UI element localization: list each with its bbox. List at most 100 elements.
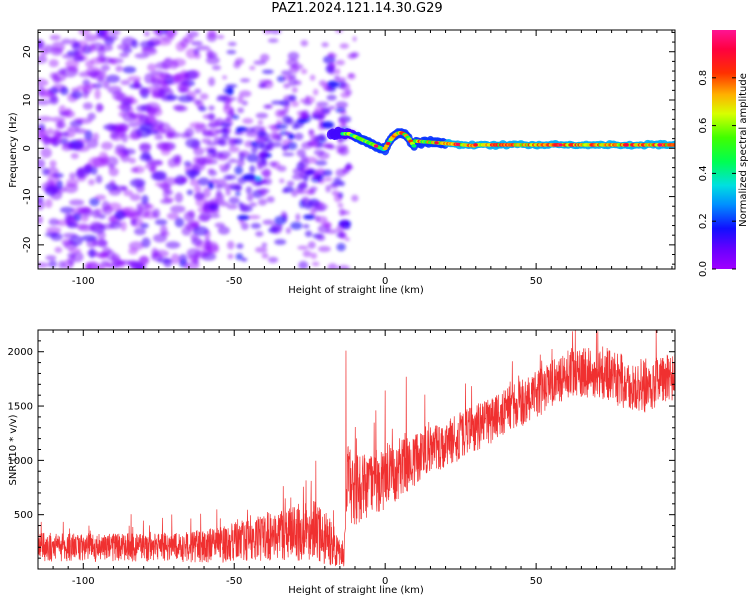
spectrogram-cell [106, 74, 120, 84]
spectrogram-cell [290, 221, 303, 230]
spectrogram-cell [337, 265, 350, 269]
spectrogram-cell [227, 240, 235, 250]
spectrogram-cell [250, 141, 257, 146]
spectrogram-cell [235, 127, 242, 134]
spectrogram-cell [230, 185, 242, 191]
spectrogram-cell [223, 105, 234, 114]
spectrogram-cell [84, 262, 92, 269]
spectrogram-cell [193, 185, 202, 193]
colorbar-label: Normalized spectral amplitude [738, 73, 749, 227]
spectrogram-cell [107, 85, 122, 94]
spectrogram-cell [92, 209, 99, 219]
spectrogram-cell [172, 74, 182, 83]
y-tick-label: -10 [22, 188, 33, 204]
spectrogram-cell [226, 87, 234, 96]
spectrogram-cell [218, 128, 230, 133]
spectrogram-cell [120, 79, 131, 86]
spectrogram-cell [51, 41, 65, 53]
spectrogram-cell [128, 121, 141, 128]
spectrogram-cell [282, 115, 291, 124]
spectrogram-cell [260, 169, 271, 178]
spectrogram-cell [310, 252, 318, 259]
spectrogram-cell [259, 53, 270, 62]
spectrogram-cell [335, 68, 341, 75]
spectrogram-cell [139, 143, 152, 153]
spectrogram-cell [170, 205, 186, 214]
spectrogram-cell [228, 196, 240, 205]
spectrogram-cell [78, 30, 91, 36]
spectrogram-cell [288, 133, 295, 140]
spectrogram-cell [348, 73, 354, 78]
spectrogram-cell [231, 114, 240, 120]
spectrogram-cell [128, 212, 140, 221]
spectrogram-cell [84, 130, 93, 141]
spectrogram-cell [153, 170, 167, 181]
spectrogram-cell [303, 174, 309, 183]
spectrogram-cell [65, 59, 80, 69]
spectrogram-cell [257, 130, 267, 137]
x-tick-label: -100 [72, 276, 95, 287]
spectrogram-cell [49, 135, 62, 146]
spectrogram-cell [297, 245, 309, 250]
spectrogram-cell [223, 183, 232, 191]
spectrogram-cell [82, 102, 93, 110]
spectrogram-cell [249, 65, 256, 71]
spectrogram-cell [69, 235, 83, 247]
spectrogram-cell [241, 257, 248, 262]
spectrogram-cell [339, 110, 347, 115]
spectrogram-cell [160, 35, 175, 42]
spectrogram-cell [71, 251, 84, 263]
spectrogram-cell [217, 34, 225, 40]
colorbar-tick-label: 0.2 [698, 213, 709, 229]
spectrogram-cell [339, 122, 346, 128]
spectrogram-cell [325, 229, 338, 234]
spectrogram-cell [248, 215, 261, 220]
spectrogram-cell [253, 60, 267, 65]
spectrogram-cell [69, 172, 77, 180]
spectrogram-cell [110, 132, 119, 139]
spectrogram-cell [185, 169, 200, 178]
spectrogram-cell [267, 38, 279, 43]
spectrogram-cell [134, 53, 149, 59]
spectrogram-cell [257, 119, 264, 126]
spectrogram-cell [62, 142, 78, 149]
spectrogram-cell [38, 115, 53, 122]
x-tick-label: 0 [382, 576, 388, 587]
spectrogram-cell [166, 212, 179, 220]
spectrogram-cell [386, 141, 391, 146]
spectrogram-cell [160, 198, 173, 204]
snr-series-line [38, 330, 675, 567]
spectrogram-cell [189, 179, 200, 187]
spectrogram-cell [290, 100, 300, 107]
spectrogram-cell [248, 202, 258, 207]
spectrogram-cell [100, 64, 110, 72]
spectrogram-cell [275, 123, 288, 130]
spectrogram-cell [162, 189, 169, 199]
spectrogram-cell [244, 127, 255, 134]
spectrogram-cell [291, 87, 298, 93]
spectrogram-cell [120, 221, 127, 232]
snr-panel: -100 -50 0 50 500 1000 1500 2000 Height of str… [8, 329, 676, 596]
spectrogram-cell [46, 226, 62, 234]
spectrogram-cell [341, 168, 347, 174]
spectrogram-cell [262, 219, 275, 225]
spectrogram-cell [311, 261, 320, 267]
spectrogram-cell [72, 41, 82, 51]
spectrogram-cell [53, 71, 67, 82]
y-tick-label: 10 [22, 94, 33, 107]
spectrogram-cell [38, 123, 46, 131]
spectrogram-cell [208, 112, 216, 121]
spectrogram-cell [129, 261, 140, 269]
spectrogram-cell [657, 143, 663, 147]
spectrogram-cell [82, 79, 91, 86]
spectrogram-cell [258, 198, 267, 206]
spectrogram-cell [455, 142, 460, 146]
colorbar-tick-label: 0.4 [698, 165, 709, 181]
spectrogram-cell [302, 224, 310, 229]
spectrogram-cell [83, 164, 92, 170]
spectrogram-cell [266, 196, 275, 203]
spectrogram-cell [154, 181, 168, 187]
spectrogram-cell [338, 208, 346, 217]
spectrogram-cell [165, 241, 181, 249]
